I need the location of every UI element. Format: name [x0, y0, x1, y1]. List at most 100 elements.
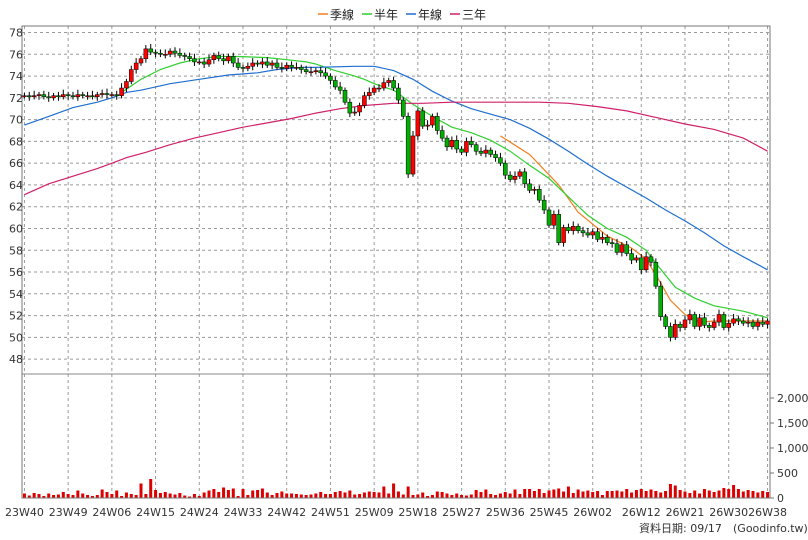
candle-body	[619, 244, 625, 253]
volume-bar	[144, 494, 148, 498]
candle-body	[206, 59, 212, 65]
volume-bar	[698, 493, 702, 498]
candle-body	[410, 135, 416, 175]
candle-body	[187, 56, 192, 59]
candle-body	[459, 148, 464, 153]
volume-bar	[52, 495, 56, 498]
candle-body	[362, 95, 367, 106]
price-axis: 48 50 52 54 56 58 60 62 64 66 68 70 72 74 76 78	[9, 27, 23, 367]
volume-bar	[581, 491, 585, 498]
volume-bar	[562, 491, 566, 498]
candle-body	[294, 67, 299, 69]
volume-bar	[168, 493, 172, 498]
candle-body	[313, 70, 319, 72]
candle-body	[473, 144, 479, 152]
candle-body	[104, 93, 110, 95]
volume-bar	[625, 489, 629, 498]
time-tick-label: 24W15	[136, 506, 175, 519]
volume-bar	[435, 491, 439, 498]
volume-tick-label: 1,000	[777, 442, 808, 455]
volume-bar	[566, 486, 570, 498]
time-tick-label: 26W21	[666, 506, 705, 519]
volume-bar	[149, 479, 153, 498]
volume-bar	[158, 493, 162, 498]
price-candles	[22, 43, 770, 342]
volume-bar	[61, 492, 65, 498]
volume-bar	[309, 494, 313, 498]
volume-bar	[338, 491, 342, 498]
price-tick-label: 70	[9, 114, 23, 127]
candle-body	[663, 316, 668, 327]
candle-body	[153, 51, 158, 54]
volume-bar	[236, 496, 240, 498]
volume-bar	[649, 489, 653, 498]
candle-body	[99, 93, 105, 95]
candle-body	[575, 226, 581, 231]
candle-body	[731, 318, 736, 324]
candle-body	[148, 48, 153, 53]
volume-bar	[188, 496, 192, 498]
volume-tick-label: 2,000	[777, 392, 808, 405]
volume-bar	[192, 494, 196, 498]
candle-body	[41, 94, 47, 98]
candle-body	[668, 326, 673, 338]
volume-bar	[474, 490, 478, 498]
candle-body	[216, 55, 221, 59]
candle-body	[65, 94, 71, 96]
candle-body	[250, 62, 255, 67]
time-tick-label: 26W38	[748, 506, 787, 519]
candle-body	[464, 141, 469, 153]
price-tick-label: 56	[9, 266, 23, 279]
volume-bar	[717, 490, 721, 498]
candle-body	[566, 227, 571, 231]
volume-bar	[256, 490, 260, 498]
volume-bar	[328, 494, 332, 498]
candle-body	[760, 321, 765, 325]
volume-bar	[270, 495, 274, 498]
volume-bar	[460, 495, 464, 498]
volume-bar	[654, 491, 658, 498]
volume-bar	[100, 489, 104, 498]
candle-body	[648, 256, 654, 263]
volume-bar	[348, 490, 352, 498]
volume-bar	[120, 496, 124, 498]
volume-bar	[494, 495, 498, 498]
time-tick-label: 24W24	[180, 506, 219, 519]
candle-body	[197, 61, 202, 64]
volume-bar	[396, 491, 400, 498]
candle-body	[517, 171, 523, 177]
price-tick-label: 66	[9, 157, 23, 170]
candle-body	[561, 227, 566, 243]
candle-body	[235, 62, 241, 68]
volume-bar	[727, 489, 731, 498]
candle-body	[167, 50, 173, 55]
volume-bar	[260, 488, 264, 498]
candle-body	[634, 257, 639, 261]
volume-bar	[387, 493, 391, 498]
candle-body	[629, 253, 634, 261]
volume-bar	[455, 493, 459, 498]
volume-bar	[343, 492, 347, 498]
candle-body	[697, 317, 702, 327]
volume-bar	[489, 494, 493, 498]
candle-body	[614, 243, 620, 253]
candle-body	[231, 56, 236, 64]
candle-body	[580, 230, 586, 234]
price-tick-label: 50	[9, 331, 23, 344]
candle-body	[90, 95, 95, 98]
candle-body	[75, 94, 81, 98]
volume-bar	[513, 489, 517, 498]
candle-body	[158, 52, 163, 55]
candle-body	[677, 324, 683, 328]
candle-body	[658, 285, 663, 317]
volume-bar	[751, 491, 755, 498]
volume-bar	[508, 493, 512, 498]
candle-body	[308, 71, 314, 73]
volume-bar	[678, 490, 682, 498]
volume-bar	[197, 496, 201, 498]
candle-body	[133, 62, 139, 70]
candle-body	[260, 61, 265, 65]
volume-bar	[280, 491, 284, 498]
volume-bar	[324, 494, 328, 498]
volume-bar	[207, 490, 211, 498]
